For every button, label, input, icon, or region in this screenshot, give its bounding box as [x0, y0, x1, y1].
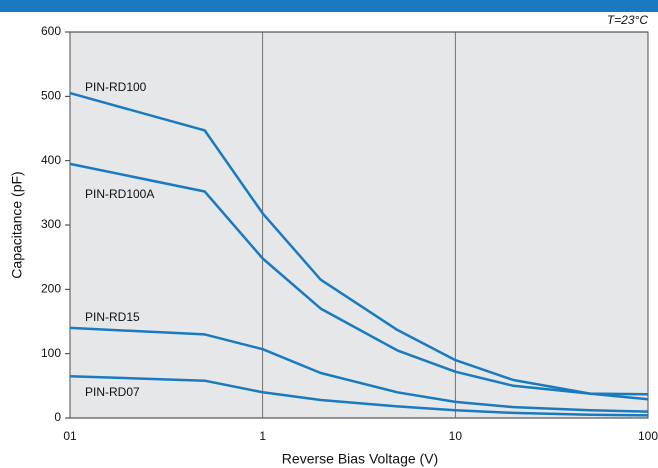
series-line [69, 374, 649, 417]
series-label: PIN-RD100A [85, 187, 154, 201]
y-tick-label: 0 [54, 410, 61, 424]
series-line [69, 326, 649, 413]
y-tick-label: 100 [41, 346, 61, 360]
x-axis-label: Reverse Bias Voltage (V) [282, 451, 438, 467]
plot-area [69, 31, 649, 419]
title-bar [0, 0, 658, 12]
x-tick-label: 10 [449, 429, 463, 443]
y-tick-label: 600 [41, 24, 61, 38]
series-line [69, 162, 649, 396]
x-tick-label: 01 [63, 429, 77, 443]
y-tick-label: 300 [41, 217, 61, 231]
x-tick-label: 100 [638, 429, 658, 443]
annotation: T=23°C [607, 13, 648, 27]
y-tick-label: 200 [41, 282, 61, 296]
series-label: PIN-RD15 [85, 310, 140, 324]
y-tick-label: 400 [41, 153, 61, 167]
y-axis-label: Capacitance (pF) [9, 171, 25, 278]
series-label: PIN-RD100 [85, 80, 147, 94]
series-line [69, 91, 649, 401]
x-tick-label: 1 [259, 429, 266, 443]
y-tick-label: 500 [41, 89, 61, 103]
series-label: PIN-RD07 [85, 385, 140, 399]
